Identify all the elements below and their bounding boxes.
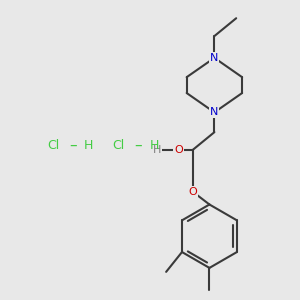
Text: Cl: Cl <box>47 139 59 152</box>
Text: H: H <box>153 145 161 155</box>
Text: –: – <box>134 137 142 152</box>
Text: H: H <box>84 139 93 152</box>
Text: O: O <box>188 187 197 196</box>
Text: N: N <box>210 53 219 63</box>
Text: N: N <box>210 107 219 117</box>
Text: O: O <box>174 145 183 155</box>
Text: –: – <box>69 137 76 152</box>
Text: Cl: Cl <box>112 139 124 152</box>
Text: H: H <box>149 139 159 152</box>
